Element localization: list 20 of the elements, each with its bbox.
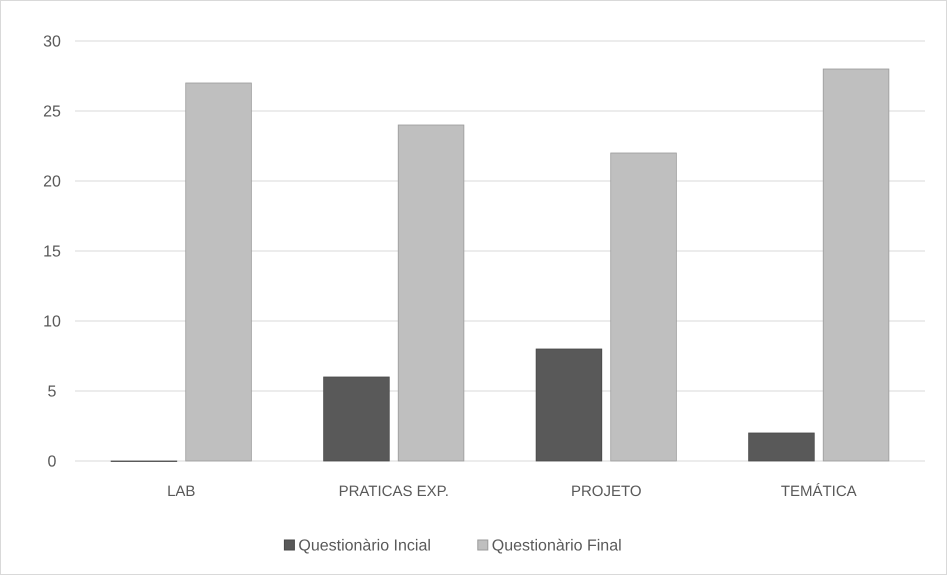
y-tick-label: 20 [43,174,61,191]
bar [398,124,464,462]
y-tick-label: 10 [43,314,61,331]
legend-label: Questionàrio Incial [298,538,431,555]
y-tick-label: 25 [43,104,61,121]
bar [185,82,252,462]
bar [536,348,602,462]
x-tick-label: PRATICAS EXP. [338,483,449,500]
bar [748,432,815,462]
y-tick-label: 5 [48,384,57,401]
legend-label: Questionàrio Final [492,538,622,555]
y-tick-label: 15 [43,244,61,261]
x-tick-label: TEMÁTICA [780,482,857,500]
x-tick-label: LAB [167,483,196,500]
bar [822,68,890,462]
y-tick-label: 30 [43,34,61,51]
bar [610,152,677,462]
x-tick-label: PROJETO [570,483,642,500]
y-tick-label: 0 [48,454,57,471]
bar [323,376,390,462]
